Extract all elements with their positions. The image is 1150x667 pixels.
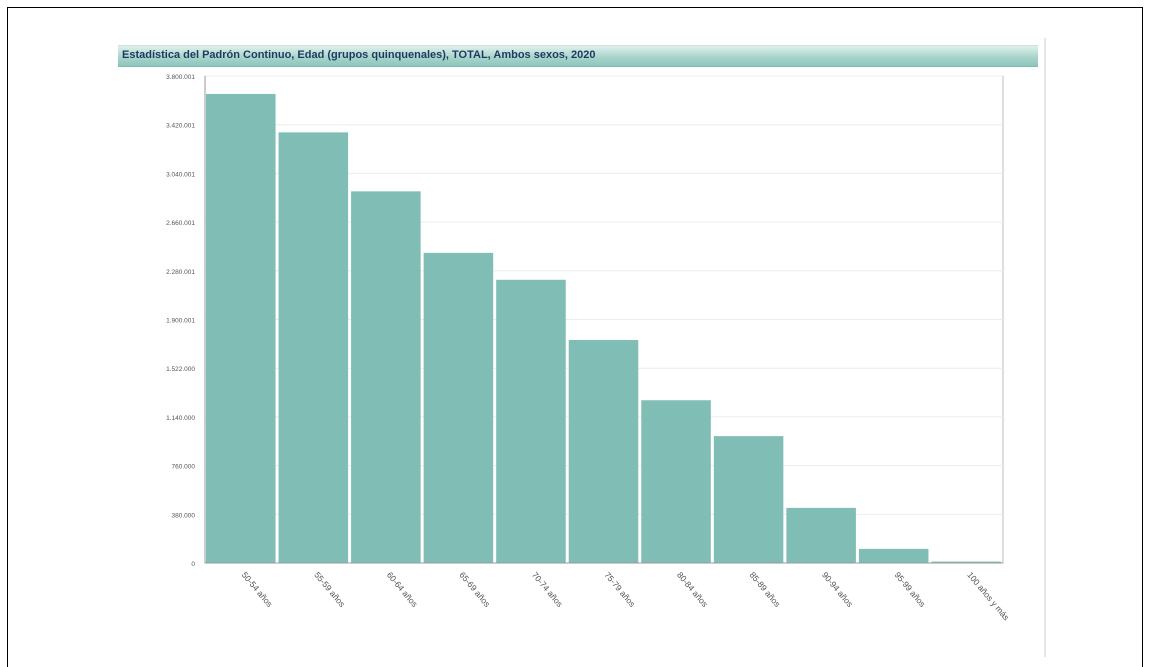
x-tick-label: 85-89 años <box>748 570 783 609</box>
bar <box>568 340 639 563</box>
page-frame <box>7 7 1143 667</box>
bar <box>713 436 784 563</box>
y-tick-label: 3.420.001 <box>166 123 195 130</box>
bar <box>351 191 421 563</box>
panel-edge <box>1044 38 1046 657</box>
bar <box>496 279 566 563</box>
x-tick-label: 50-54 años <box>240 570 275 609</box>
bar <box>206 93 276 563</box>
y-tick-label: 1.900.001 <box>166 318 195 325</box>
y-tick-label: 2.280.001 <box>166 269 195 276</box>
y-tick-label: 1.140.000 <box>166 415 195 422</box>
chart-title: Estadística del Padrón Continuo, Edad (g… <box>122 49 596 61</box>
bar <box>931 561 1001 563</box>
y-tick-label: 2.660.001 <box>166 220 195 227</box>
bar <box>278 132 349 563</box>
y-tick-label: 760.000 <box>172 464 196 471</box>
y-tick-label: 3.040.001 <box>166 171 195 178</box>
x-tick-label: 100 años y más <box>965 570 1011 622</box>
y-tick-label: 380.000 <box>172 512 196 519</box>
y-tick-label: 0 <box>191 561 195 568</box>
y-tick-label: 3.800.001 <box>166 74 195 81</box>
bar <box>641 400 711 563</box>
x-tick-label: 80-84 años <box>675 570 710 609</box>
chart-title-bar: Estadística del Padrón Continuo, Edad (g… <box>118 45 1038 67</box>
x-tick-label: 95-99 años <box>893 570 928 609</box>
x-tick-label: 90-94 años <box>820 570 855 609</box>
bar <box>858 548 929 563</box>
y-tick-label: 1.522.000 <box>166 366 195 373</box>
bar <box>423 252 494 563</box>
bar <box>786 507 856 563</box>
x-tick-label: 65-69 años <box>457 570 492 609</box>
x-tick-label: 60-64 años <box>385 570 420 609</box>
x-tick-label: 75-79 años <box>602 570 637 609</box>
x-tick-label: 55-59 años <box>312 570 347 609</box>
x-tick-label: 70-74 años <box>530 570 565 609</box>
